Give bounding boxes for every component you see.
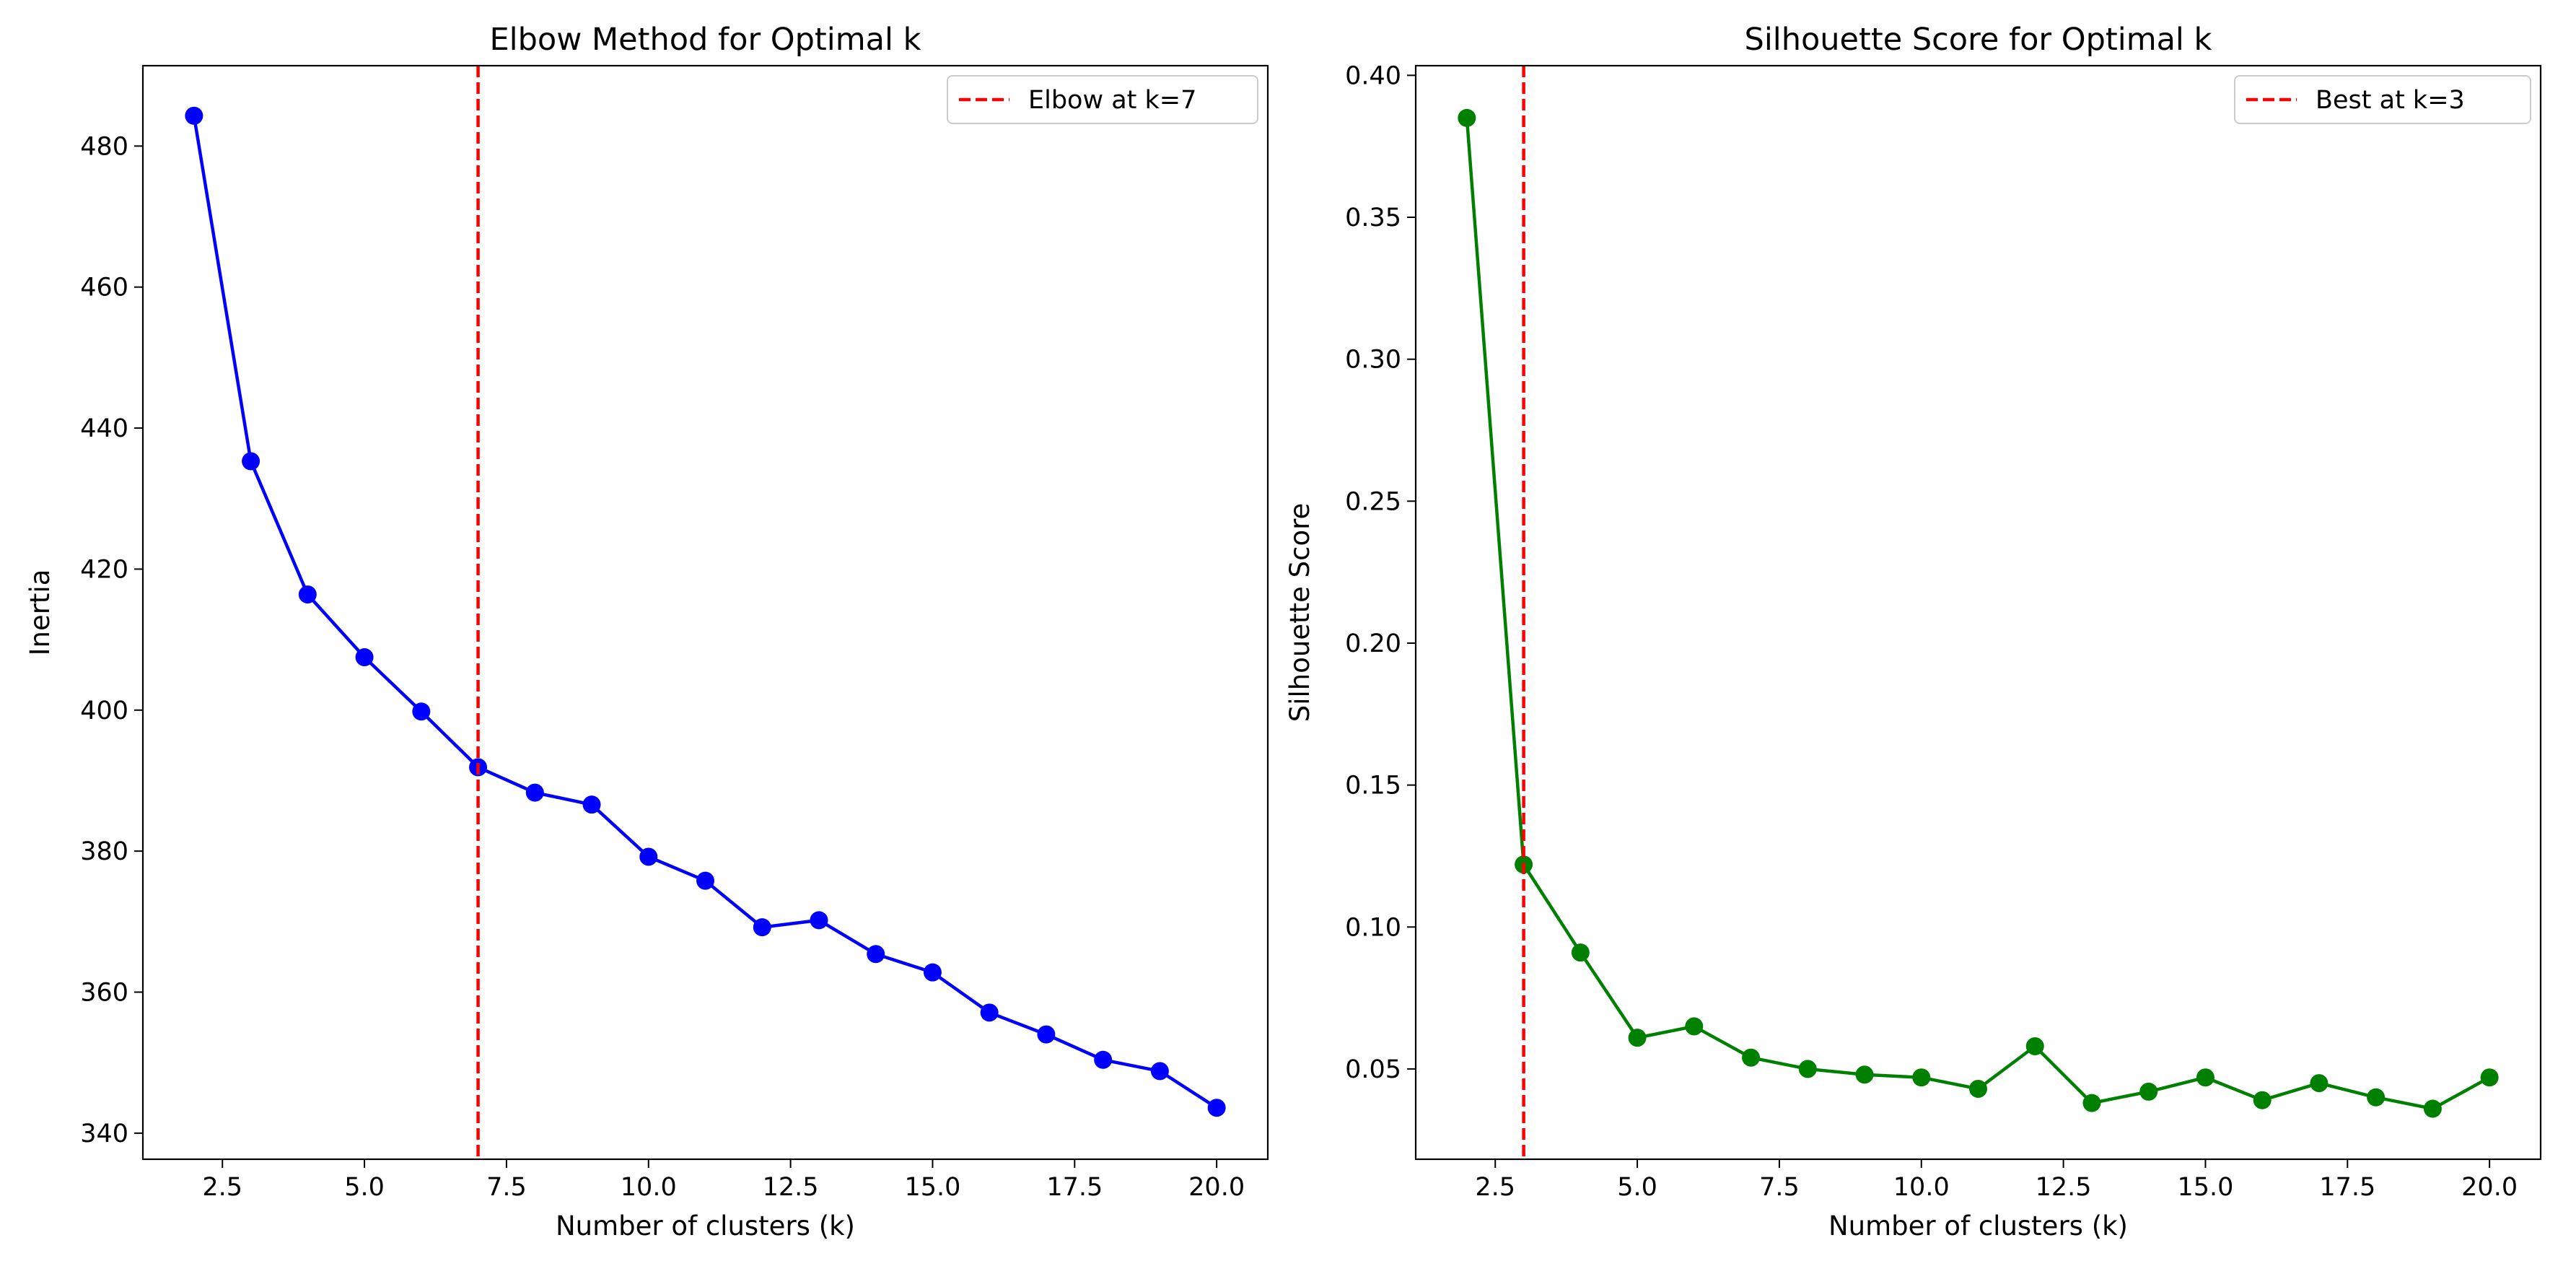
elbow-data-point xyxy=(639,847,658,866)
silhouette-y-tick-label: 0.25 xyxy=(1345,487,1401,516)
silhouette-y-axis-label: Silhouette Score xyxy=(1284,503,1315,723)
elbow-x-tick-label: 15.0 xyxy=(904,1173,960,1202)
silhouette-y-tick-label: 0.30 xyxy=(1345,346,1401,375)
silhouette-y-tick-label: 0.20 xyxy=(1345,629,1401,658)
elbow-data-point xyxy=(1150,1062,1169,1081)
silhouette-chart: Silhouette Score for Optimal k 2.5 5.0 7.5 1… xyxy=(1284,22,2542,1242)
silhouette-y-tick-label: 0.40 xyxy=(1345,61,1401,90)
silhouette-data-point xyxy=(1969,1079,1987,1098)
elbow-data-point xyxy=(525,783,544,802)
silhouette-data-point xyxy=(2253,1091,2271,1109)
silhouette-y-tick-label: 0.05 xyxy=(1345,1055,1401,1084)
silhouette-x-tick-label: 20.0 xyxy=(2461,1173,2518,1202)
silhouette-axes-frame xyxy=(1414,64,2542,1161)
silhouette-data-point xyxy=(2025,1037,2044,1055)
silhouette-data-point xyxy=(1742,1048,1761,1067)
elbow-data-point xyxy=(923,963,942,982)
elbow-y-axis-label: Inertia xyxy=(25,570,56,656)
elbow-y-tick-label: 400 xyxy=(80,697,128,725)
elbow-axes-frame xyxy=(141,64,1269,1161)
silhouette-data-point xyxy=(2139,1082,2158,1101)
silhouette-data-point xyxy=(1798,1060,1817,1078)
elbow-data-point xyxy=(1207,1099,1226,1117)
elbow-x-tick-label: 5.0 xyxy=(344,1173,385,1202)
elbow-data-point xyxy=(810,911,828,930)
elbow-data-point xyxy=(242,452,260,471)
elbow-y-tick-label: 440 xyxy=(80,414,128,443)
silhouette-x-tick-label: 5.0 xyxy=(1617,1173,1657,1202)
elbow-legend-box xyxy=(947,75,1258,124)
silhouette-data-point xyxy=(2310,1074,2329,1093)
elbow-x-tick-label: 10.0 xyxy=(621,1173,677,1202)
elbow-y-tick-label: 340 xyxy=(80,1120,128,1148)
elbow-data-point xyxy=(412,702,431,721)
silhouette-y-tick-label: 0.10 xyxy=(1345,913,1401,942)
silhouette-y-tick-label: 0.35 xyxy=(1345,204,1401,232)
silhouette-data-point xyxy=(2367,1088,2386,1107)
silhouette-data-point xyxy=(2423,1099,2442,1118)
silhouette-legend-label: Best at k=3 xyxy=(2316,86,2465,115)
elbow-y-tick-label: 380 xyxy=(80,837,128,866)
silhouette-y-tick-label: 0.15 xyxy=(1345,772,1401,800)
silhouette-x-tick-label: 2.5 xyxy=(1475,1173,1515,1202)
silhouette-data-point xyxy=(2480,1068,2499,1087)
elbow-x-axis-label: Number of clusters (k) xyxy=(556,1210,855,1242)
elbow-data-point xyxy=(696,871,714,890)
silhouette-legend: Best at k=3 xyxy=(2234,75,2531,124)
elbow-data-point xyxy=(753,918,771,937)
silhouette-data-point xyxy=(1855,1065,1874,1084)
elbow-data-point xyxy=(867,945,885,964)
elbow-x-tick-label: 12.5 xyxy=(763,1173,819,1202)
elbow-y-tick-label: 360 xyxy=(80,979,128,1008)
elbow-data-point xyxy=(1094,1050,1113,1069)
silhouette-data-point xyxy=(2196,1068,2214,1087)
silhouette-x-axis-label: Number of clusters (k) xyxy=(1828,1210,2128,1242)
elbow-chart: Elbow Method for Optimal k 2.5 5.0 7.5 10.0 1… xyxy=(25,22,1269,1242)
elbow-data-point xyxy=(185,106,203,125)
elbow-data-point xyxy=(582,795,601,814)
silhouette-x-tick-label: 10.0 xyxy=(1893,1173,1950,1202)
silhouette-data-point xyxy=(1912,1068,1931,1087)
elbow-x-tick-label: 20.0 xyxy=(1188,1173,1245,1202)
elbow-y-tick-label: 460 xyxy=(80,274,128,302)
silhouette-x-tick-label: 17.5 xyxy=(2319,1173,2375,1202)
silhouette-data-point xyxy=(1628,1029,1647,1047)
elbow-x-tick-label: 17.5 xyxy=(1046,1173,1103,1202)
elbow-legend: Elbow at k=7 xyxy=(947,75,1258,124)
elbow-y-tick-label: 420 xyxy=(80,555,128,584)
silhouette-data-point xyxy=(1685,1017,1704,1036)
elbow-x-tick-label: 2.5 xyxy=(202,1173,242,1202)
silhouette-data-point xyxy=(1571,943,1590,962)
silhouette-x-tick-label: 12.5 xyxy=(2036,1173,2092,1202)
elbow-data-point xyxy=(1037,1025,1056,1044)
elbow-y-tick-label: 480 xyxy=(80,132,128,161)
silhouette-x-tick-label: 7.5 xyxy=(1759,1173,1800,1202)
elbow-chart-title: Elbow Method for Optimal k xyxy=(490,22,921,58)
silhouette-data-point xyxy=(1458,108,1476,127)
silhouette-legend-box xyxy=(2234,75,2531,124)
silhouette-x-tick-label: 15.0 xyxy=(2177,1173,2233,1202)
silhouette-data-point xyxy=(2082,1094,2101,1112)
elbow-data-point xyxy=(298,585,317,604)
elbow-legend-label: Elbow at k=7 xyxy=(1028,86,1196,115)
elbow-data-point xyxy=(355,648,374,667)
silhouette-chart-title: Silhouette Score for Optimal k xyxy=(1745,22,2212,58)
elbow-x-tick-label: 7.5 xyxy=(486,1173,527,1202)
elbow-data-point xyxy=(980,1003,999,1022)
